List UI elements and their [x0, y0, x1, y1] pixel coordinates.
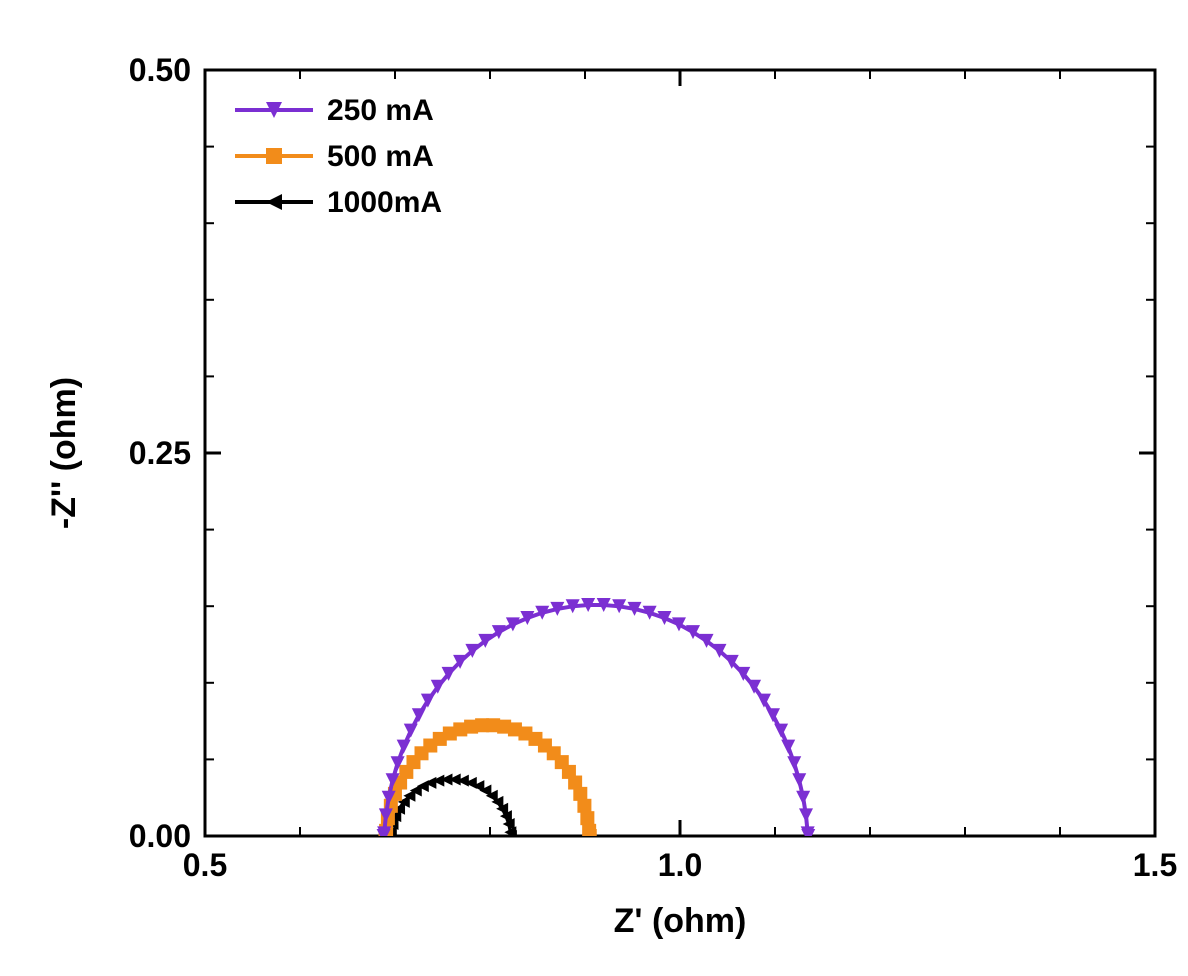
marker-square: [577, 799, 591, 813]
x-axis-title: Z' (ohm): [614, 902, 747, 940]
chart-svg: 0.51.01.50.000.250.50Z' (ohm)-Z'' (ohm)2…: [0, 0, 1188, 976]
y-axis-title: -Z'' (ohm): [45, 377, 83, 529]
legend-label: 250 mA: [327, 94, 434, 127]
x-tick-label: 1.0: [658, 847, 702, 883]
legend-label: 1000mA: [327, 186, 442, 219]
y-tick-label: 0.25: [129, 435, 191, 471]
marker-square: [580, 811, 594, 825]
marker-square: [573, 787, 587, 801]
y-tick-label: 0.50: [129, 52, 191, 88]
legend-label: 500 mA: [327, 140, 434, 173]
x-tick-label: 1.5: [1133, 847, 1177, 883]
nyquist-plot: 0.51.01.50.000.250.50Z' (ohm)-Z'' (ohm)2…: [0, 0, 1188, 976]
y-tick-label: 0.00: [129, 818, 191, 854]
marker-square: [266, 148, 282, 164]
